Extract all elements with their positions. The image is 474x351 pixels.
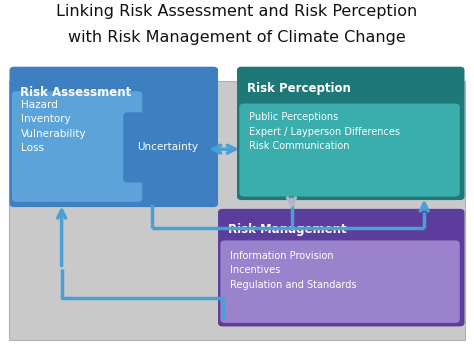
Text: Risk Perception: Risk Perception [247,82,351,95]
FancyBboxPatch shape [123,112,211,183]
FancyBboxPatch shape [9,67,218,207]
Text: Hazard
Inventory
Vulnerability
Loss: Hazard Inventory Vulnerability Loss [21,100,87,153]
Text: Linking Risk Assessment and Risk Perception: Linking Risk Assessment and Risk Percept… [56,4,418,19]
Text: Risk Management: Risk Management [228,223,347,236]
FancyBboxPatch shape [9,81,465,340]
Text: Public Perceptions
Expert / Layperson Differences
Risk Communication: Public Perceptions Expert / Layperson Di… [249,112,400,151]
FancyBboxPatch shape [218,209,465,326]
FancyBboxPatch shape [237,67,465,200]
Text: Uncertainty: Uncertainty [137,143,198,152]
FancyBboxPatch shape [220,240,460,323]
FancyBboxPatch shape [12,91,142,202]
Text: Information Provision
Incentives
Regulation and Standards: Information Provision Incentives Regulat… [230,251,356,290]
FancyBboxPatch shape [239,104,460,197]
Text: with Risk Management of Climate Change: with Risk Management of Climate Change [68,30,406,45]
Text: Risk Assessment: Risk Assessment [20,86,131,99]
